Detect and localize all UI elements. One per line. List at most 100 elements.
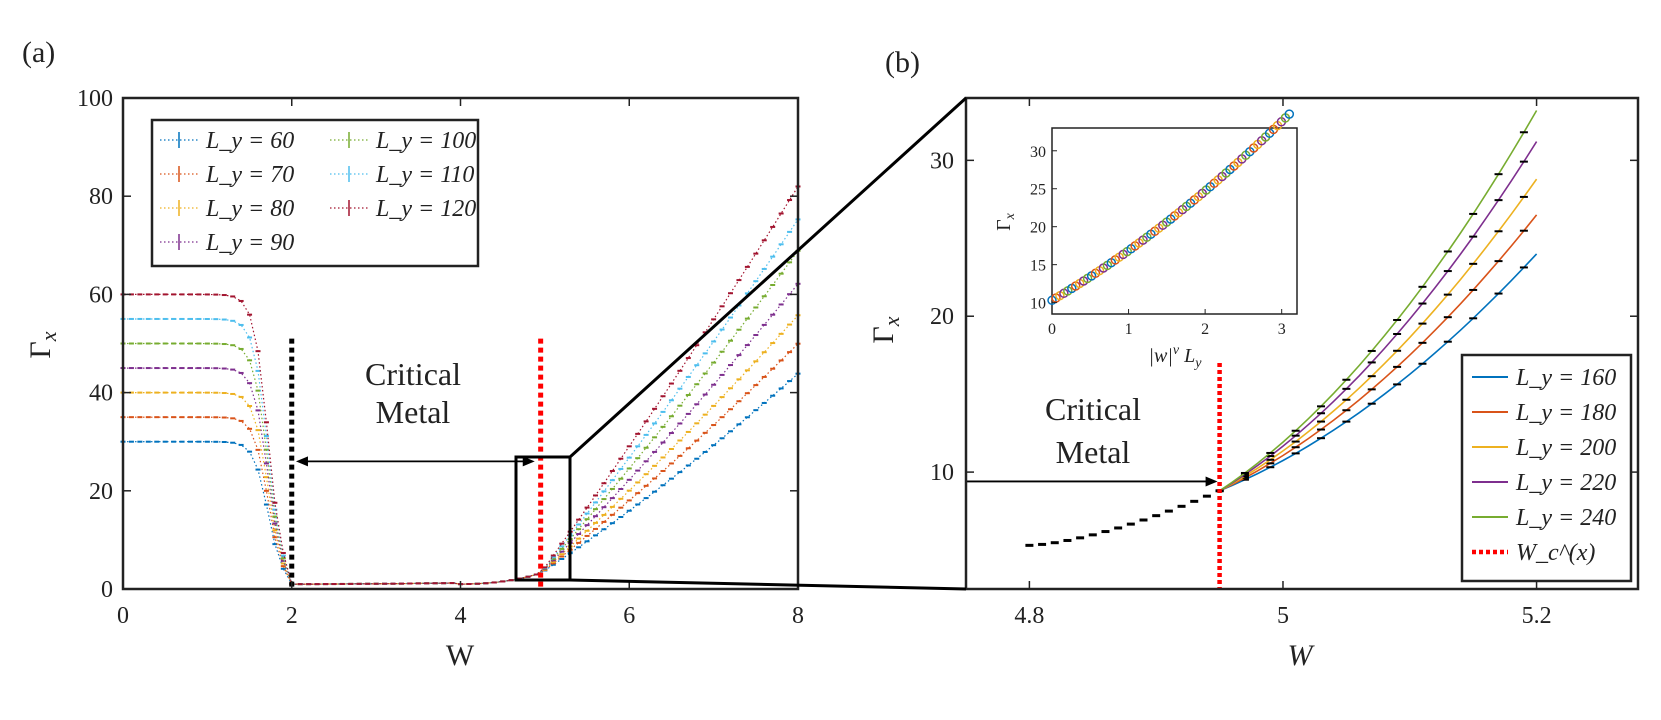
inset-ytick-label: 30	[1030, 144, 1046, 161]
panel-a-ytick-label: 100	[77, 86, 113, 112]
inset-xtick-label: 2	[1201, 321, 1209, 338]
inset-ytick-label: 15	[1030, 258, 1046, 275]
panel-a-legend-label: L_y = 90	[205, 230, 294, 256]
panel-b-arrowhead	[1205, 476, 1218, 487]
panel-a-series-group	[120, 185, 801, 589]
panel-a-xtick-label: 0	[117, 603, 129, 629]
panel-b-legend-box	[1460, 353, 1633, 583]
panel-a-ytick-label: 20	[89, 479, 113, 505]
panel-a-ytick-label: 60	[89, 282, 113, 308]
inset-ticks: 0 1 2 3 10 15 20 25 30	[1030, 144, 1286, 338]
panel-a-arrowhead-right	[522, 456, 535, 467]
inset-points	[1047, 109, 1295, 306]
panel-b-legend-item-critical: W_c^(x)	[1472, 540, 1595, 566]
panel-a-annotation-line2: Metal	[376, 394, 451, 430]
panel-b-series-line	[1219, 253, 1538, 492]
zoom-indicator	[514, 96, 968, 591]
panel-b-ylabel: Γx	[867, 316, 904, 343]
panel-a-legend-item-7: L_y = 120	[330, 196, 476, 222]
panel-b-annotation-line1: Critical	[1045, 391, 1141, 427]
panel-b-legend-item-2: L_y = 180	[1472, 400, 1616, 426]
panel-b-legend-item-1: L_y = 160	[1472, 365, 1616, 391]
panel-b-ytick-label: 20	[930, 304, 954, 330]
zoom-box	[514, 455, 572, 582]
panel-a-legend-label: L_y = 100	[375, 128, 476, 154]
panel-a-xtick-label: 2	[286, 603, 298, 629]
panel-b-legend-item-5: L_y = 240	[1472, 505, 1616, 531]
panel-a-series-line	[123, 219, 799, 585]
panel-b-series-3	[1215, 178, 1538, 492]
inset-xtick-label: 1	[1125, 321, 1133, 338]
panel-b-axes-box	[964, 96, 1640, 591]
inset-xtick-label: 3	[1278, 321, 1286, 338]
panel-a-legend-label: L_y = 60	[205, 128, 294, 154]
inset-ylabel: Γx	[993, 212, 1018, 231]
panel-a-legend-label: L_y = 70	[205, 162, 294, 188]
panel-a-series-4	[120, 282, 801, 586]
panel-b-ytick-label: 30	[930, 148, 954, 174]
panel-a-series-line	[123, 283, 799, 585]
panel-b-series-4	[1215, 141, 1538, 492]
panel-b-legend-label: L_y = 240	[1515, 505, 1616, 531]
inset-xtick-label: 0	[1048, 321, 1056, 338]
panel-a-label: (a)	[22, 36, 55, 69]
panel-a-ytick-label: 40	[89, 381, 113, 407]
panel-a-legend-item-6: L_y = 110	[330, 162, 474, 188]
panel-a-xlabel: W	[446, 639, 475, 672]
panel-a-legend-item-3: L_y = 80	[160, 196, 294, 222]
panel-b-legend-item-3: L_y = 200	[1472, 435, 1616, 461]
panel-a-xtick-label: 6	[623, 603, 635, 629]
panel-a-xtick-label: 8	[792, 603, 804, 629]
panel-b-legend-label: L_y = 160	[1515, 365, 1616, 391]
panel-b-legend-item-4: L_y = 220	[1472, 470, 1616, 496]
panel-a-series-line	[123, 373, 799, 585]
inset-data-point	[1284, 109, 1295, 119]
panel-b-series-line	[1219, 110, 1538, 492]
panel-b-xtick-label: 4.8	[1014, 603, 1044, 629]
panel-a-annotation-line1: Critical	[365, 356, 461, 392]
panel-b-inset: 0 1 2 3 10 15 20 25 30 |w|ν Ly Γx	[993, 109, 1298, 371]
panel-b-legend: L_y = 160 L_y = 180 L_y = 200 L_y = 220 L_y …	[1460, 353, 1633, 583]
panel-b-xlabel: W	[1288, 639, 1316, 672]
panel-b-xtick-label: 5.2	[1522, 603, 1552, 629]
panel-b-series-line	[1219, 214, 1538, 492]
inset-xlabel: |w|ν Ly	[1149, 343, 1203, 371]
panel-a-legend-label: L_y = 110	[375, 162, 474, 188]
panel-b-series-line	[1219, 141, 1538, 492]
panel-b-legend-label: L_y = 180	[1515, 400, 1616, 426]
panel-a-legend-item-5: L_y = 100	[330, 128, 476, 154]
inset-ytick-label: 20	[1030, 220, 1046, 237]
zoom-connector-top	[568, 96, 968, 459]
panel-a-legend: L_y = 60 L_y = 70 L_y = 80 L_y = 90 L_y = 10…	[150, 118, 480, 268]
panel-b-legend-label: L_y = 200	[1515, 435, 1616, 461]
panel-b-label: (b)	[885, 46, 920, 79]
panel-b-series-5	[1215, 110, 1538, 492]
panel-b-xtick-label: 5	[1277, 603, 1289, 629]
panel-a-ytick-label: 0	[101, 577, 113, 603]
panel-b-series-group	[966, 110, 1538, 589]
panel-a-series-line	[123, 250, 799, 585]
inset-ytick-label: 25	[1030, 182, 1046, 199]
inset-ytick-label: 10	[1030, 296, 1046, 313]
panel-b-ytick-label: 10	[930, 460, 954, 486]
panel-a-legend-item-2: L_y = 70	[160, 162, 294, 188]
panel-a-series-line	[123, 314, 799, 585]
panel-a-legend-label: L_y = 80	[205, 196, 294, 222]
panel-b-legend-label: L_y = 220	[1515, 470, 1616, 496]
panel-a-legend-item-1: L_y = 60	[160, 128, 294, 154]
panel-a-legend-label: L_y = 120	[375, 196, 476, 222]
panel-b-annotation-line2: Metal	[1056, 434, 1131, 470]
panel-a-legend-box	[150, 118, 480, 268]
panel-b-legend-critical-label: W_c^(x)	[1516, 540, 1595, 566]
panel-a-xtick-label: 4	[455, 603, 467, 629]
panel-a-legend-item-4: L_y = 90	[160, 230, 294, 256]
panel-b-series-line	[1219, 178, 1538, 492]
panel-a-arrowhead-left	[295, 456, 308, 467]
panel-a-ylabel: Γx	[24, 331, 61, 358]
panel-a-ytick-label: 80	[89, 184, 113, 210]
